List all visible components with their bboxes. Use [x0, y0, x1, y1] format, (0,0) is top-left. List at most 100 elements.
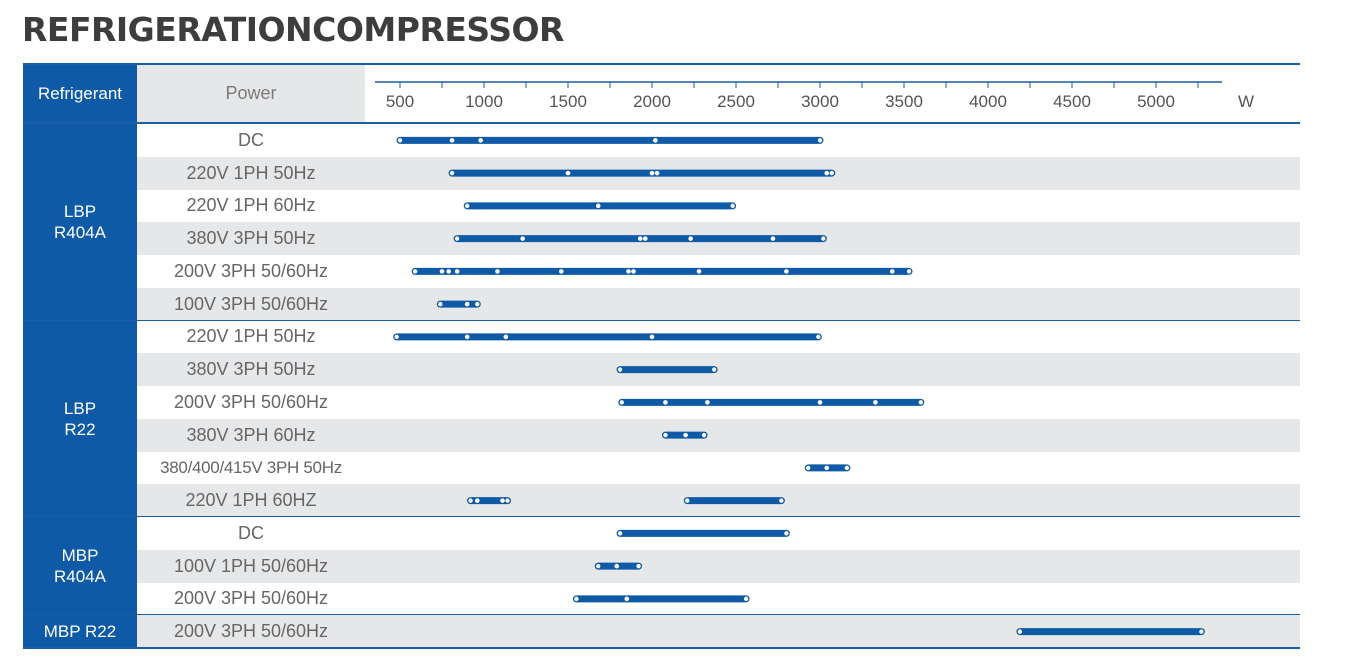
row-power-label: 380V 3PH 60Hz — [186, 424, 316, 445]
page-title: REFRIGERATIONCOMPRESSOR — [22, 10, 564, 49]
x-tick-label: 5000 — [1137, 92, 1175, 111]
model-marker — [705, 400, 710, 405]
range-end-marker — [729, 202, 736, 209]
model-marker — [624, 596, 630, 602]
model-marker — [478, 138, 483, 143]
range-end-marker — [817, 137, 824, 144]
row-power-label: 220V 1PH 60Hz — [186, 195, 316, 216]
range-end-marker — [815, 333, 822, 340]
table-row — [137, 287, 1300, 321]
range-start-marker — [412, 268, 419, 275]
row-power-label: DC — [238, 522, 264, 543]
row-power-label: 100V 3PH 50/60Hz — [173, 293, 329, 314]
model-marker — [558, 269, 564, 274]
model-marker — [631, 269, 636, 274]
range-start-marker — [618, 399, 625, 406]
model-marker — [520, 236, 525, 241]
model-marker — [654, 170, 660, 176]
refrigerant-group-cell: MBP R404A — [23, 517, 137, 616]
model-marker — [454, 269, 460, 274]
range-start-marker — [662, 432, 669, 439]
range-end-marker — [743, 595, 750, 602]
range-end-marker — [635, 563, 642, 570]
model-marker — [449, 138, 455, 143]
range-end-marker — [778, 497, 785, 504]
x-unit-label: W — [1238, 92, 1254, 111]
table-row — [137, 451, 1300, 485]
header-bottom-rule — [23, 122, 1300, 124]
model-marker — [614, 563, 620, 569]
range-end-marker — [701, 432, 708, 439]
range-end-marker — [828, 170, 835, 177]
model-marker — [873, 400, 878, 405]
row-power-label: 200V 3PH 50/60Hz — [173, 621, 329, 642]
model-marker — [696, 269, 702, 274]
model-marker — [649, 170, 655, 176]
range-start-marker — [573, 595, 580, 602]
refrigerant-header: Refrigerant — [23, 65, 137, 122]
model-marker — [817, 400, 823, 405]
model-marker — [495, 269, 500, 274]
x-tick-label: 4000 — [969, 92, 1007, 111]
model-marker — [565, 170, 571, 176]
model-marker — [500, 498, 505, 503]
x-tick-label: 3000 — [801, 92, 839, 111]
row-power-label: 380/400/415V 3PH 50Hz — [160, 457, 342, 477]
table-row — [137, 549, 1300, 583]
model-marker — [653, 138, 658, 143]
model-marker — [683, 432, 688, 438]
model-marker — [824, 465, 830, 471]
x-tick-label: 3500 — [885, 92, 923, 111]
range-start-marker — [467, 497, 474, 504]
model-marker — [642, 236, 648, 241]
refrigerant-group-cell: MBP R22 — [23, 615, 137, 648]
range-start-marker — [617, 366, 624, 373]
table-row — [137, 353, 1300, 386]
row-power-label: 200V 3PH 50/60Hz — [173, 588, 329, 609]
x-tick-label: 4500 — [1053, 92, 1091, 111]
range-end-marker — [783, 530, 790, 537]
model-marker — [464, 301, 470, 307]
x-tick-label: 2500 — [717, 92, 755, 111]
x-tick-label: 1500 — [549, 92, 587, 111]
row-power-label: 380V 3PH 50Hz — [186, 228, 316, 249]
model-marker — [637, 236, 643, 241]
group-divider — [23, 647, 1300, 649]
power-header: Power — [137, 65, 365, 122]
range-end-marker — [711, 366, 718, 373]
refrigerant-group-cell: LBP R22 — [23, 320, 137, 517]
model-marker — [688, 236, 693, 241]
range-end-marker — [917, 399, 924, 406]
x-tick-label: 500 — [386, 92, 414, 111]
range-end-marker — [843, 464, 850, 471]
range-start-marker — [393, 333, 400, 340]
range-end-marker — [474, 301, 481, 308]
table-row — [137, 418, 1300, 452]
row-power-label: 380V 3PH 50Hz — [186, 359, 316, 380]
model-marker — [824, 170, 830, 176]
range-start-marker — [454, 235, 461, 242]
range-start-marker — [805, 464, 812, 471]
row-power-label: 220V 1PH 50Hz — [186, 162, 316, 183]
model-marker — [474, 498, 480, 503]
model-marker — [770, 236, 776, 241]
row-power-label: DC — [238, 129, 264, 150]
range-end-marker — [820, 235, 827, 242]
row-power-label: 200V 3PH 50/60Hz — [173, 260, 329, 281]
row-power-label: 220V 1PH 60HZ — [185, 490, 317, 511]
table-top-rule — [23, 63, 1300, 65]
range-start-marker — [595, 563, 602, 570]
model-marker — [649, 334, 655, 340]
model-marker — [784, 269, 789, 274]
range-end-marker — [1198, 628, 1205, 635]
range-start-marker — [464, 202, 471, 209]
range-start-marker — [449, 170, 456, 177]
model-marker — [889, 269, 895, 274]
range-end-marker — [906, 268, 913, 275]
range-end-marker — [504, 497, 511, 504]
range-start-marker — [684, 497, 691, 504]
model-marker — [464, 334, 470, 340]
range-start-marker — [1016, 628, 1023, 635]
model-marker — [503, 334, 509, 340]
